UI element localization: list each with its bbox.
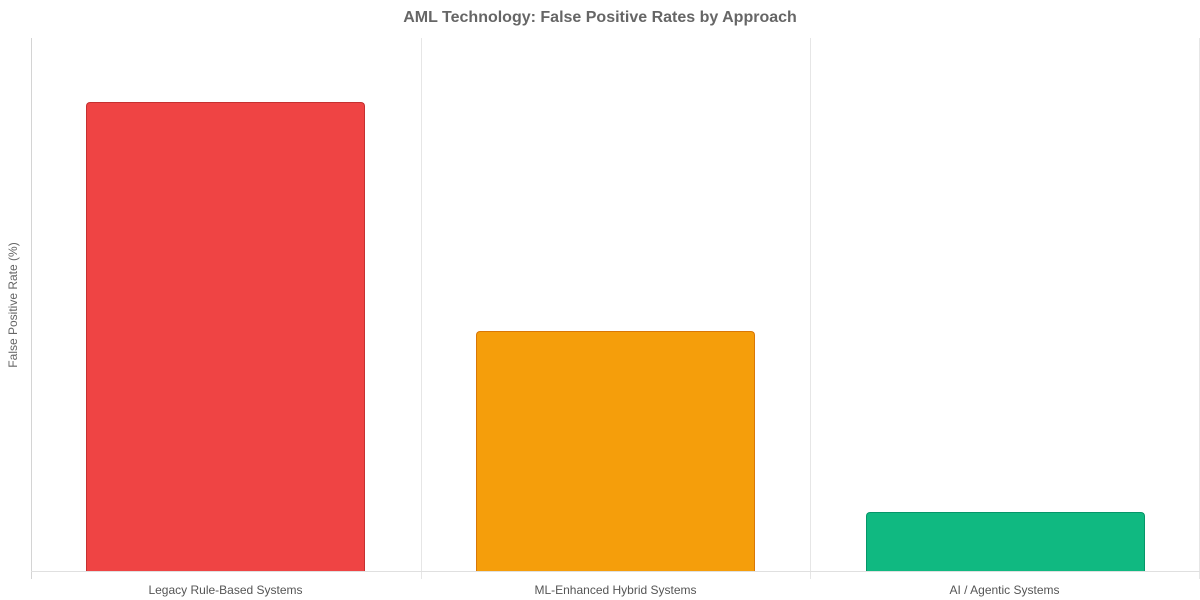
x-axis-line	[31, 571, 1200, 572]
grid-line	[810, 38, 811, 579]
x-tick-label: AI / Agentic Systems	[949, 583, 1060, 597]
y-axis-label: False Positive Rate (%)	[6, 242, 20, 368]
grid-line	[421, 38, 422, 579]
x-tick-label: ML-Enhanced Hybrid Systems	[534, 583, 697, 597]
y-axis-line	[31, 38, 32, 579]
plot-area	[31, 38, 1200, 579]
bar-1[interactable]	[476, 331, 755, 571]
chart-title: AML Technology: False Positive Rates by …	[403, 9, 797, 26]
bar-0[interactable]	[86, 101, 366, 571]
bar-2[interactable]	[865, 512, 1145, 571]
x-tick-label: Legacy Rule-Based Systems	[148, 583, 303, 597]
